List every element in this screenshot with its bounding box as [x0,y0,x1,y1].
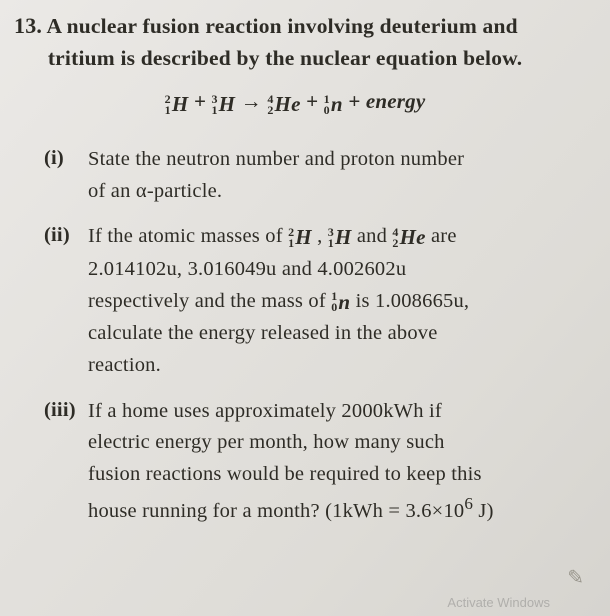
product-He4: 42He [267,87,300,119]
plus-3: + [348,89,360,113]
part-ii-line-4: calculate the energy released in the abo… [88,322,438,344]
part-ii-label: (ii) [44,221,88,381]
part-iii-line-4b: J) [473,500,494,522]
stem-line-1: A nuclear fusion reaction involving deut… [47,14,518,38]
part-iii-line-2: electric energy per month, how many such [88,431,445,453]
part-iii-line-3: fusion reactions would be required to ke… [88,463,482,485]
energy-word: energy [366,89,426,113]
part-i: (i) State the neutron number and proton … [44,144,576,208]
inline-H3: 31H [328,221,352,254]
reactant-H2: 21H [165,87,189,119]
question-page: 13. A nuclear fusion reaction involving … [0,0,610,552]
part-i-label: (i) [44,144,88,208]
part-ii-line-2: 2.014102u, 3.016049u and 4.002602u [88,258,406,280]
product-n: 10n [324,87,343,119]
and-1: and [357,225,393,247]
nuclear-equation: 21H + 31H → 42He + 10n + energy [14,86,576,119]
arrow: → [241,89,262,113]
activate-windows-watermark: Activate Windows [447,595,550,610]
part-ii-line-5: reaction. [88,354,161,376]
are: are [431,225,457,247]
reactant-H3: 31H [211,87,235,119]
part-iii-line-4a: house running for a month? (1kWh = 3.6×1… [88,500,464,522]
plus-2: + [306,89,318,113]
part-i-body: State the neutron number and proton numb… [88,144,576,208]
part-iii-body: If a home uses approximately 2000kWh if … [88,396,576,528]
plus-1: + [194,89,206,113]
parts-container: (i) State the neutron number and proton … [44,144,576,528]
part-ii: (ii) If the atomic masses of 21H , 31H a… [44,221,576,381]
comma: , [317,225,328,247]
part-iii: (iii) If a home uses approximately 2000k… [44,396,576,528]
part-i-line-1: State the neutron number and proton numb… [88,148,464,170]
inline-n: 10n [331,286,350,319]
question-number: 13. [14,13,42,38]
question-stem: 13. A nuclear fusion reaction involving … [14,10,576,74]
part-ii-body: If the atomic masses of 21H , 31H and 42… [88,221,576,381]
part-iii-line-1: If a home uses approximately 2000kWh if [88,400,442,422]
part-iii-label: (iii) [44,396,88,528]
part-i-line-2: of an α-particle. [88,180,222,202]
stem-line-2: tritium is described by the nuclear equa… [48,46,522,70]
part-ii-line-3b: is 1.008665u, [356,290,470,312]
inline-He4: 42He [392,221,425,254]
part-ii-pre: If the atomic masses of [88,225,288,247]
scribble-icon: ✎ [567,565,584,590]
part-ii-line-3a: respectively and the mass of [88,290,331,312]
inline-H2: 21H [288,221,312,254]
exponent-6: 6 [464,494,473,513]
